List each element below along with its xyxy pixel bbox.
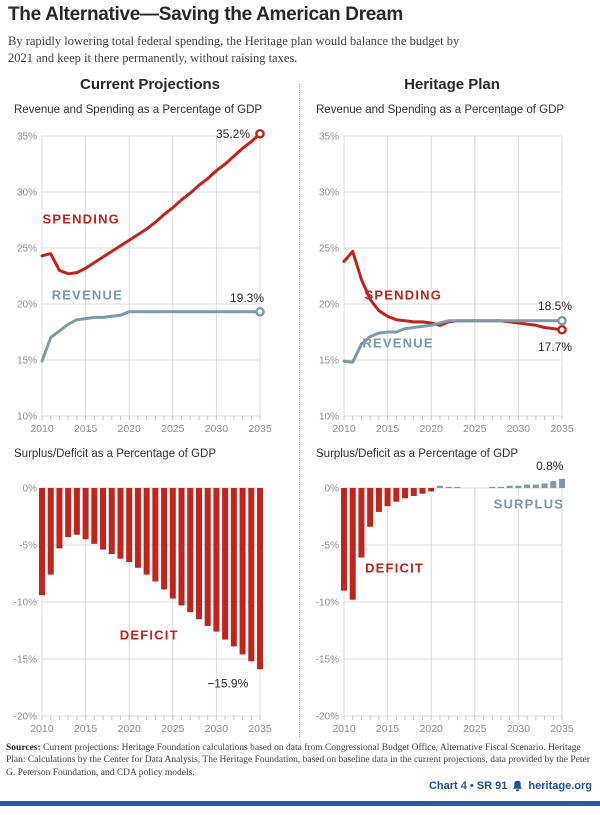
svg-text:2020: 2020 <box>118 423 142 435</box>
svg-text:2035: 2035 <box>550 723 574 735</box>
footer-branding: Chart 4 • SR 91 heritage.org <box>429 780 592 792</box>
footer: Sources: Current projections: Heritage F… <box>0 742 600 806</box>
svg-text:SURPLUS: SURPLUS <box>494 497 565 512</box>
svg-text:0.8%: 0.8% <box>536 459 564 473</box>
svg-text:2030: 2030 <box>205 723 229 735</box>
svg-text:10%: 10% <box>319 412 339 423</box>
svg-text:35%: 35% <box>17 132 37 143</box>
svg-text:2035: 2035 <box>248 423 272 435</box>
svg-text:15%: 15% <box>17 356 37 367</box>
svg-text:2010: 2010 <box>30 423 54 435</box>
svg-text:0%: 0% <box>325 484 340 495</box>
svg-text:2025: 2025 <box>463 723 487 735</box>
svg-text:-10%: -10% <box>14 598 37 609</box>
svg-text:DEFICIT: DEFICIT <box>120 628 179 643</box>
chart-title-heritage-surplus-deficit: Surplus/Deficit as a Percentage of GDP <box>316 448 518 460</box>
svg-text:2015: 2015 <box>376 723 400 735</box>
svg-text:18.5%: 18.5% <box>538 299 572 313</box>
svg-text:30%: 30% <box>17 188 37 199</box>
svg-text:-5%: -5% <box>321 541 339 552</box>
svg-text:35.2%: 35.2% <box>216 127 250 141</box>
footer-rule <box>0 801 600 806</box>
svg-text:30%: 30% <box>319 188 339 199</box>
svg-text:2015: 2015 <box>376 423 400 435</box>
svg-text:20%: 20% <box>319 300 339 311</box>
svg-text:REVENUE: REVENUE <box>52 288 123 303</box>
svg-text:2020: 2020 <box>118 723 142 735</box>
svg-text:2025: 2025 <box>161 723 185 735</box>
svg-text:2010: 2010 <box>30 723 54 735</box>
column-divider <box>299 84 300 737</box>
liberty-bell-icon <box>513 780 523 792</box>
line-chart-heritage-revenue-spending: 35% 30% 25% 20% 15% 10%2010 2015 2020 2025 2030 20… <box>319 132 574 436</box>
svg-text:25%: 25% <box>17 244 37 255</box>
svg-text:10%: 10% <box>17 412 37 423</box>
svg-text:2020: 2020 <box>420 723 444 735</box>
svg-text:2030: 2030 <box>507 423 531 435</box>
svg-text:2025: 2025 <box>161 423 185 435</box>
svg-text:0%: 0% <box>23 484 38 495</box>
svg-text:-15%: -15% <box>316 655 339 666</box>
svg-text:SPENDING: SPENDING <box>42 211 120 226</box>
bar-chart-current-surplus-deficit: 0% -5% -10% -15% -20%2010 2015 2020 2025 2030 203… <box>14 484 272 736</box>
svg-text:2010: 2010 <box>332 423 356 435</box>
svg-text:2030: 2030 <box>507 723 531 735</box>
svg-text:−15.9%: −15.9% <box>207 677 248 691</box>
bar-chart-heritage-surplus-deficit: 0% -5% -10% -15% -20%2010 2015 2020 2025 2030 203… <box>316 459 574 735</box>
line-chart-current-revenue-spending: 35% 30% 25% 20% 15% 10%2010 2015 2020 2025 2030 20… <box>17 127 272 435</box>
svg-text:2015: 2015 <box>74 423 98 435</box>
svg-text:2025: 2025 <box>463 423 487 435</box>
chart-title-current-revenue-spending: Revenue and Spending as a Percentage of … <box>14 104 263 116</box>
svg-text:2035: 2035 <box>550 423 574 435</box>
svg-text:-10%: -10% <box>316 598 339 609</box>
svg-text:DEFICIT: DEFICIT <box>365 560 424 575</box>
svg-text:2020: 2020 <box>420 423 444 435</box>
svg-text:20%: 20% <box>17 300 37 311</box>
svg-text:2030: 2030 <box>205 423 229 435</box>
column-current-projections: Current Projections Revenue and Spending… <box>4 76 296 735</box>
svg-text:-5%: -5% <box>19 541 37 552</box>
svg-text:19.3%: 19.3% <box>230 291 264 305</box>
page-subtitle: By rapidly lowering total federal spendi… <box>8 34 460 65</box>
sources-note: Sources: Current projections: Heritage F… <box>6 742 590 779</box>
svg-text:-20%: -20% <box>316 712 339 723</box>
svg-text:15%: 15% <box>319 356 339 367</box>
svg-text:2010: 2010 <box>332 723 356 735</box>
svg-text:-20%: -20% <box>14 712 37 723</box>
column-header-current-projections: Current Projections <box>79 76 221 93</box>
column-header-heritage-plan: Heritage Plan <box>404 76 500 93</box>
svg-text:SPENDING: SPENDING <box>365 288 443 303</box>
svg-text:REVENUE: REVENUE <box>362 336 433 351</box>
page-title: The Alternative—Saving the American Drea… <box>8 4 403 25</box>
chart-title-current-surplus-deficit: Surplus/Deficit as a Percentage of GDP <box>14 448 216 460</box>
column-heritage-plan: Heritage Plan Revenue and Spending as a … <box>306 76 598 735</box>
svg-text:2035: 2035 <box>248 723 272 735</box>
svg-text:25%: 25% <box>319 244 339 255</box>
svg-text:35%: 35% <box>319 132 339 143</box>
site-link[interactable]: heritage.org <box>528 780 592 792</box>
svg-text:17.7%: 17.7% <box>538 340 572 354</box>
chart-reference: Chart 4 • SR 91 <box>428 780 508 792</box>
svg-text:-15%: -15% <box>14 655 37 666</box>
sources-text: Current projections: Heritage Foundation… <box>6 743 590 778</box>
sources-label: Sources: <box>6 743 41 753</box>
svg-text:2015: 2015 <box>74 723 98 735</box>
chart-title-heritage-revenue-spending: Revenue and Spending as a Percentage of … <box>316 104 565 116</box>
